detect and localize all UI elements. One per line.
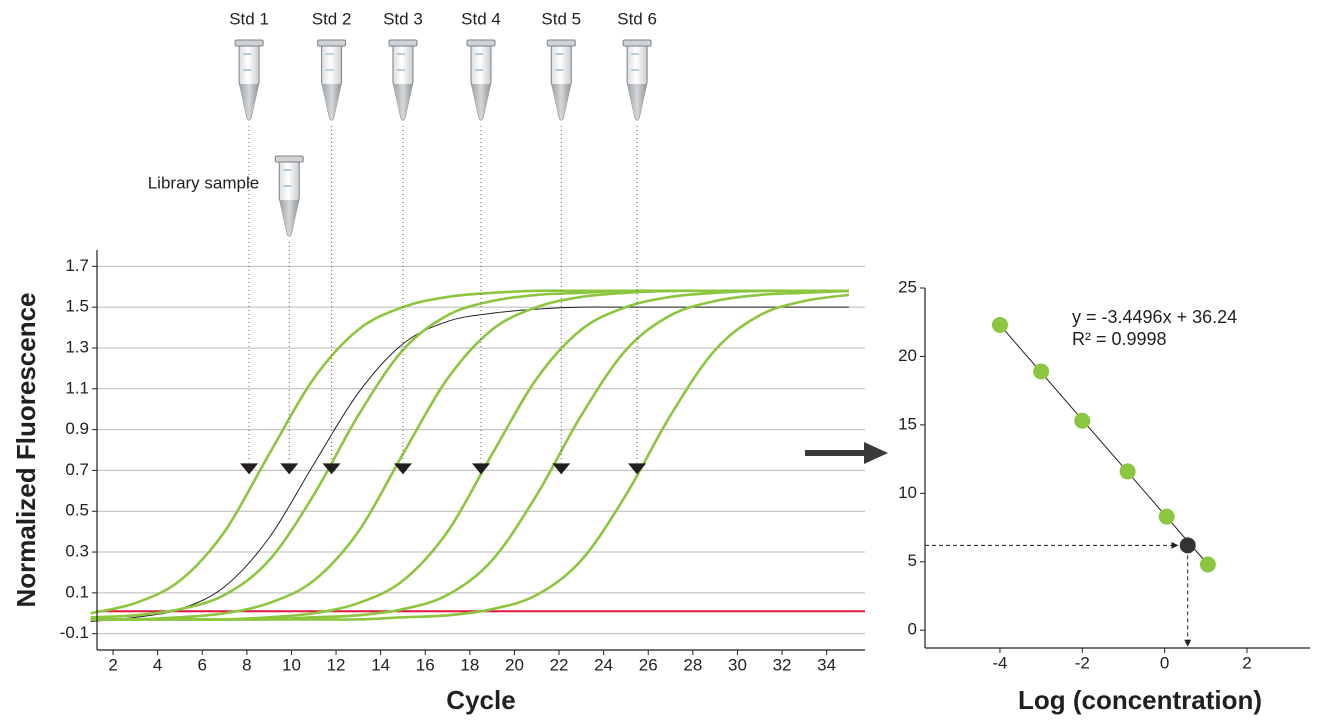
y-axis-title: Normalized Fluorescence xyxy=(11,293,41,608)
y-tick-label: 1.3 xyxy=(65,337,89,356)
tube-icon xyxy=(466,39,496,121)
x-tick-label: 4 xyxy=(153,655,162,674)
tube-cap xyxy=(317,39,347,47)
tube-icon xyxy=(388,39,418,121)
x-tick-label: 6 xyxy=(198,655,207,674)
y-tick-label: 25 xyxy=(898,277,917,296)
sample-label: Std 1 xyxy=(229,9,269,28)
ct-marker xyxy=(552,463,571,475)
x-tick-label: 8 xyxy=(242,655,251,674)
amplification-curve xyxy=(90,306,849,622)
ct-marker xyxy=(280,463,299,475)
x-tick-label: 34 xyxy=(817,655,836,674)
tube-cap xyxy=(388,39,418,47)
x-tick-label: 2 xyxy=(108,655,117,674)
amplification-curve xyxy=(90,289,850,621)
sample-label: Std 4 xyxy=(461,9,501,28)
tube-cap xyxy=(274,155,304,163)
y-tick-label: 0 xyxy=(908,620,917,639)
fit-line xyxy=(999,324,1209,565)
x-axis-title: Cycle xyxy=(446,685,515,715)
tube-liquid xyxy=(321,84,342,120)
x-tick-label: 22 xyxy=(550,655,569,674)
tube-icon xyxy=(274,155,304,237)
tube-cap xyxy=(466,39,496,47)
y-tick-label: 10 xyxy=(898,483,917,502)
x-tick-label: 14 xyxy=(371,655,390,674)
y-tick-label: 1.5 xyxy=(65,297,89,316)
ct-marker xyxy=(322,463,341,475)
ct-marker xyxy=(240,463,259,475)
tube-liquid xyxy=(239,84,260,120)
amplification-curve xyxy=(90,293,850,621)
x-tick-label: 12 xyxy=(327,655,346,674)
x-tick-label: 26 xyxy=(639,655,658,674)
equation: y = -3.4496x + 36.24 xyxy=(1072,307,1237,327)
data-point xyxy=(1199,556,1216,573)
x-tick-label: 28 xyxy=(683,655,702,674)
tube-icon xyxy=(317,39,347,121)
y-tick-label: -0.1 xyxy=(60,623,89,642)
y-tick-label: 0.7 xyxy=(65,460,89,479)
y-tick-label: 5 xyxy=(908,551,917,570)
y-tick-label: 1.7 xyxy=(65,256,89,275)
data-point xyxy=(1074,412,1091,429)
data-point xyxy=(1179,537,1196,554)
ct-marker xyxy=(628,463,647,475)
y-tick-label: 1.1 xyxy=(65,378,89,397)
tube-cap xyxy=(546,39,576,47)
y-tick-label: 0.3 xyxy=(65,542,89,561)
x-tick-label: 24 xyxy=(594,655,613,674)
tube-liquid xyxy=(627,84,648,120)
ct-marker xyxy=(472,463,490,475)
flow-arrow xyxy=(805,442,888,464)
sample-label: Std 5 xyxy=(541,9,581,28)
x-tick-label: 32 xyxy=(773,655,792,674)
x-tick-label: 20 xyxy=(505,655,524,674)
ct-marker xyxy=(393,463,412,475)
sample-label: Std 3 xyxy=(383,9,423,28)
tube-icon xyxy=(234,39,264,121)
r-squared: R² = 0.9998 xyxy=(1072,329,1167,349)
sample-label: Std 6 xyxy=(617,9,657,28)
tube-liquid xyxy=(471,84,491,120)
data-point xyxy=(1119,463,1136,480)
amplification-curve xyxy=(90,289,849,619)
y-tick-label: 0.9 xyxy=(65,419,89,438)
y-tick-label: 20 xyxy=(898,346,917,365)
x-tick-label: 10 xyxy=(282,655,301,674)
x-tick-label: 30 xyxy=(728,655,747,674)
x-tick-label: -4 xyxy=(992,653,1007,672)
tube-liquid xyxy=(279,200,300,236)
x-axis-title: Log (concentration) xyxy=(1018,685,1262,715)
x-tick-label: -2 xyxy=(1075,653,1090,672)
tube-cap xyxy=(234,39,264,47)
tube-icon xyxy=(622,39,652,121)
amplification-curve xyxy=(90,289,849,615)
amplification-curve xyxy=(90,289,849,621)
tube-liquid xyxy=(551,84,572,120)
tube-liquid xyxy=(392,84,413,120)
x-tick-label: 0 xyxy=(1160,653,1169,672)
sample-label: Library sample xyxy=(148,173,260,192)
y-tick-label: 0.1 xyxy=(65,582,89,601)
data-point xyxy=(1033,363,1050,380)
sample-label: Std 2 xyxy=(312,9,352,28)
amplification-curve xyxy=(90,289,849,621)
tube-icon xyxy=(546,39,576,121)
tube-cap xyxy=(622,39,652,47)
data-point xyxy=(1158,508,1175,525)
x-tick-label: 16 xyxy=(416,655,435,674)
data-point xyxy=(991,316,1008,333)
y-tick-label: 0.5 xyxy=(65,501,89,520)
x-tick-label: 18 xyxy=(460,655,479,674)
x-tick-label: 2 xyxy=(1242,653,1251,672)
y-tick-label: 15 xyxy=(898,414,917,433)
